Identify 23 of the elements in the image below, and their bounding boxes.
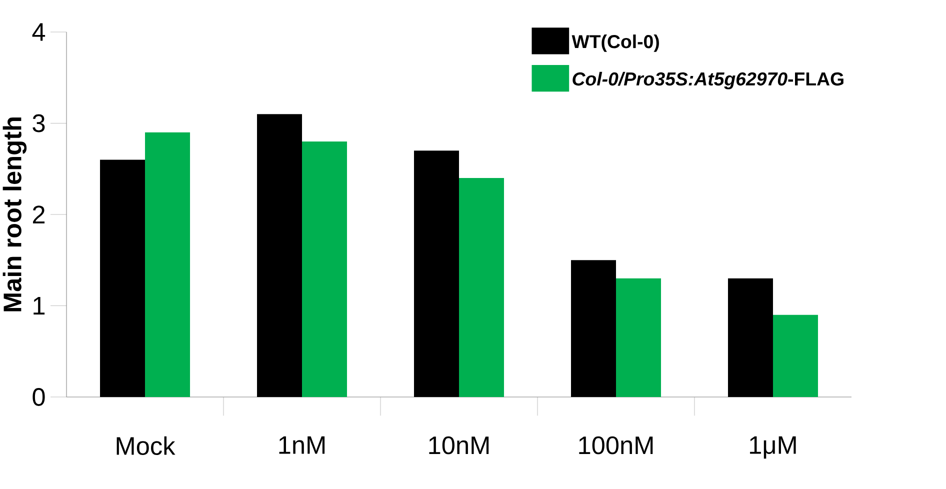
y-tick-label: 4 [32, 23, 46, 41]
bar [571, 260, 616, 397]
x-tick-label: Mock [116, 436, 176, 455]
bar [414, 150, 459, 397]
bar [145, 132, 190, 397]
bar [728, 278, 773, 397]
bar [257, 114, 302, 397]
y-tick-label: 2 [32, 206, 45, 224]
bar [772, 314, 818, 397]
bar [616, 278, 661, 397]
bar [302, 141, 348, 397]
x-tick-label: 1μM [750, 436, 796, 459]
y-tick-label: 1 [34, 297, 45, 314]
x-tick-label: 1nM [279, 436, 325, 454]
legend-label: Col-0/Pro35S:At5g62970-FLAG [572, 72, 844, 90]
bar [459, 178, 504, 397]
x-tick-label: 100nM [579, 436, 653, 454]
legend-label: WT(Col-0) [572, 34, 659, 52]
y-tick-label: 0 [32, 388, 45, 406]
x-tick-label: 10nM [429, 436, 489, 454]
y-tick-label: 3 [32, 114, 45, 132]
bar [100, 160, 146, 397]
y-axis-title: Main root length [2, 118, 27, 312]
